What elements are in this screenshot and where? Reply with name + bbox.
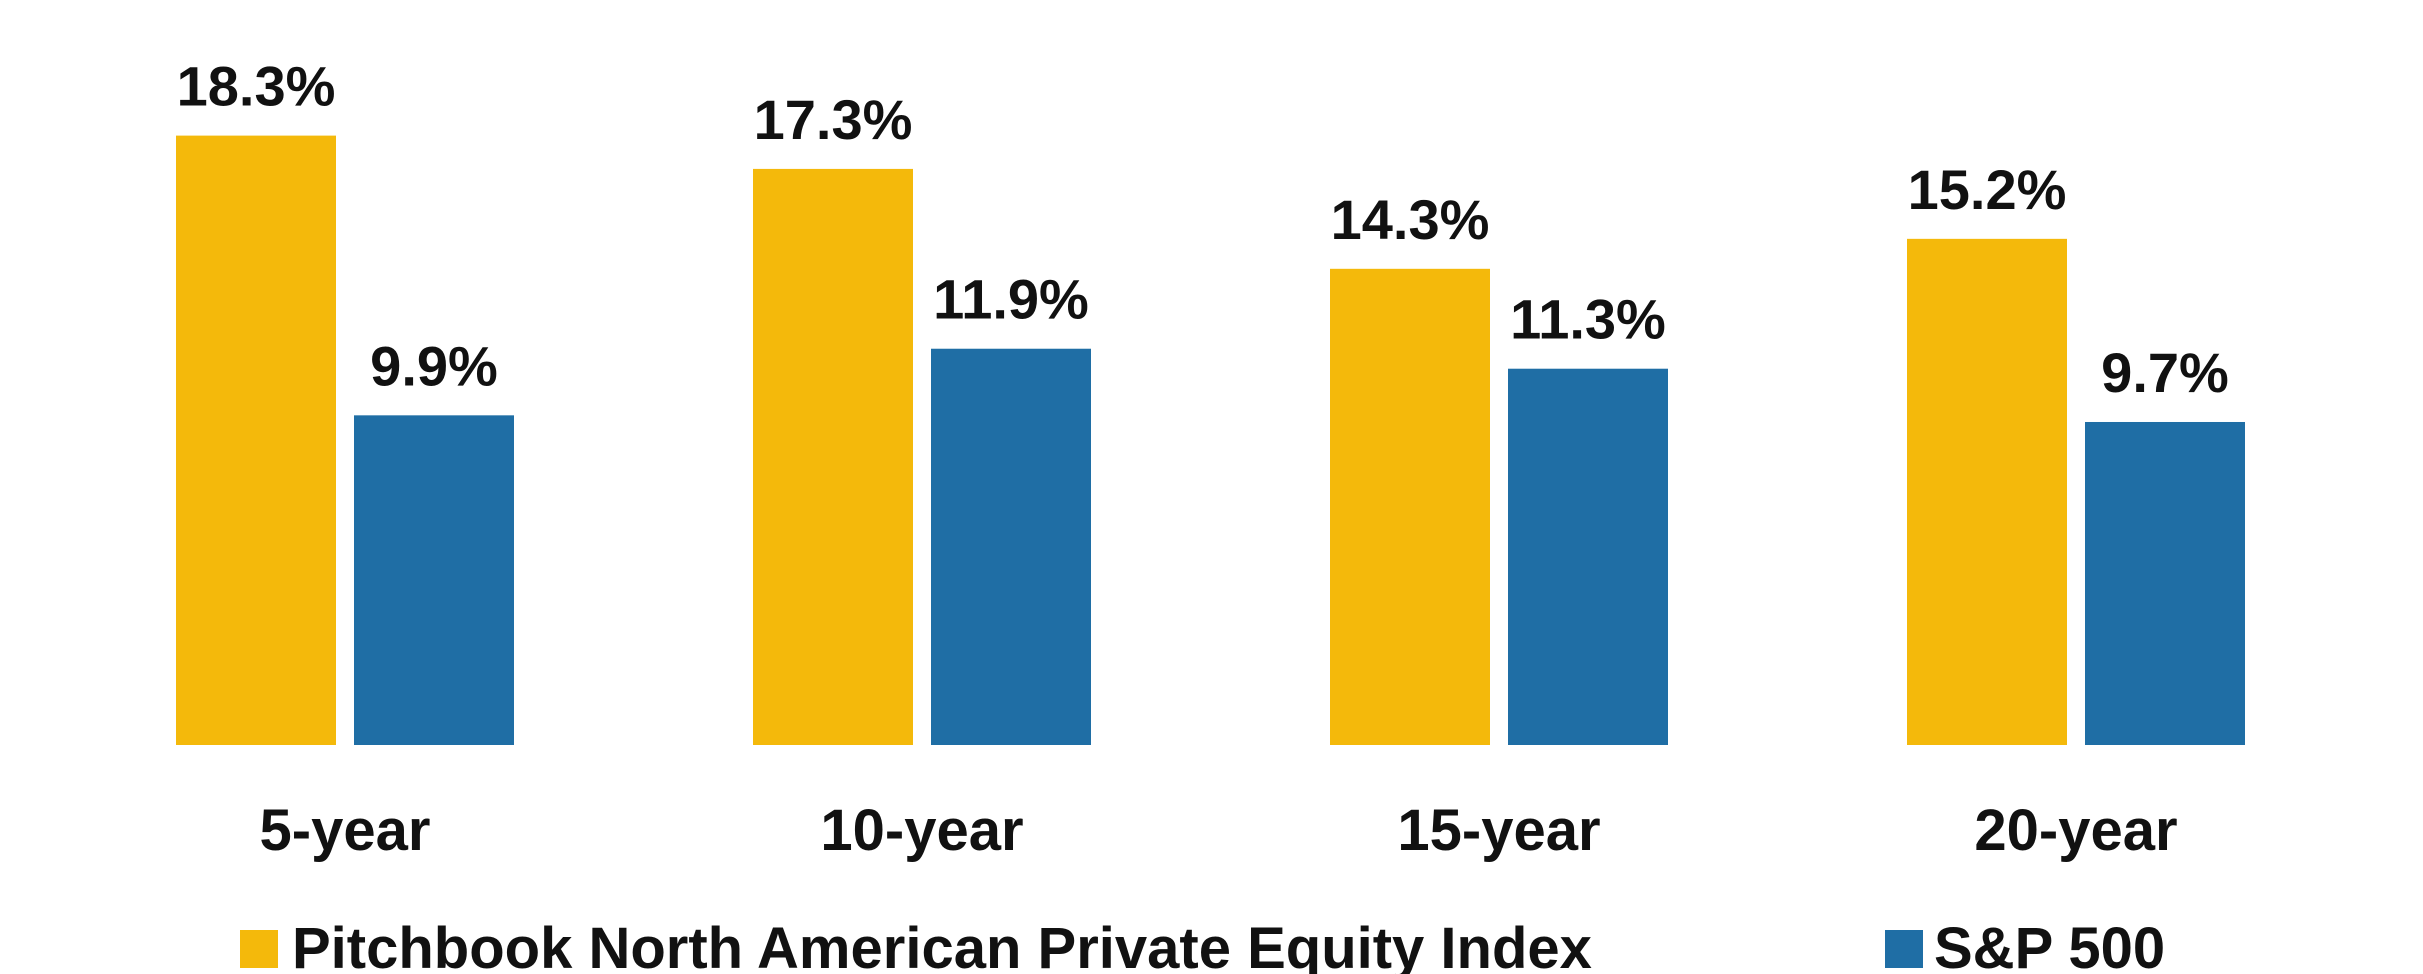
data-label-private-equity-20-year: 15.2% [1908,158,2067,221]
data-label-private-equity-5-year: 18.3% [177,55,336,118]
bar-sp500-5-year [354,415,514,745]
data-label-private-equity-15-year: 14.3% [1331,188,1490,251]
category-label-10-year: 10-year [820,798,1023,863]
bar-private-equity-10-year [753,168,913,745]
category-label-20-year: 20-year [1974,798,2177,863]
legend: Pitchbook North American Private Equity … [240,916,2165,974]
legend-label-private-equity: Pitchbook North American Private Equity … [292,916,1592,974]
bar-private-equity-15-year [1330,268,1490,745]
legend-label-sp500: S&P 500 [1934,916,2165,974]
category-label-15-year: 15-year [1397,798,1600,863]
legend-swatch-sp500 [1885,930,1923,968]
bar-sp500-20-year [2085,421,2245,745]
bars-group [176,135,2245,746]
data-labels-group: 18.3% 9.9% 17.3% 11.9% 14.3% 11.3% 15.2% 9.7% [177,55,2229,404]
legend-swatch-private-equity [240,930,278,968]
data-label-sp500-5-year: 9.9% [370,334,498,397]
data-label-sp500-15-year: 11.3% [1510,288,1666,351]
bar-private-equity-5-year [176,135,336,746]
category-label-5-year: 5-year [260,798,431,863]
data-label-sp500-20-year: 9.7% [2101,341,2229,404]
data-label-private-equity-10-year: 17.3% [754,88,913,151]
category-labels-group: 5-year 10-year 15-year 20-year [260,798,2178,863]
bar-private-equity-20-year [1907,238,2067,745]
data-label-sp500-10-year: 11.9% [933,268,1089,331]
bar-sp500-15-year [1508,368,1668,745]
bar-sp500-10-year [931,348,1091,745]
